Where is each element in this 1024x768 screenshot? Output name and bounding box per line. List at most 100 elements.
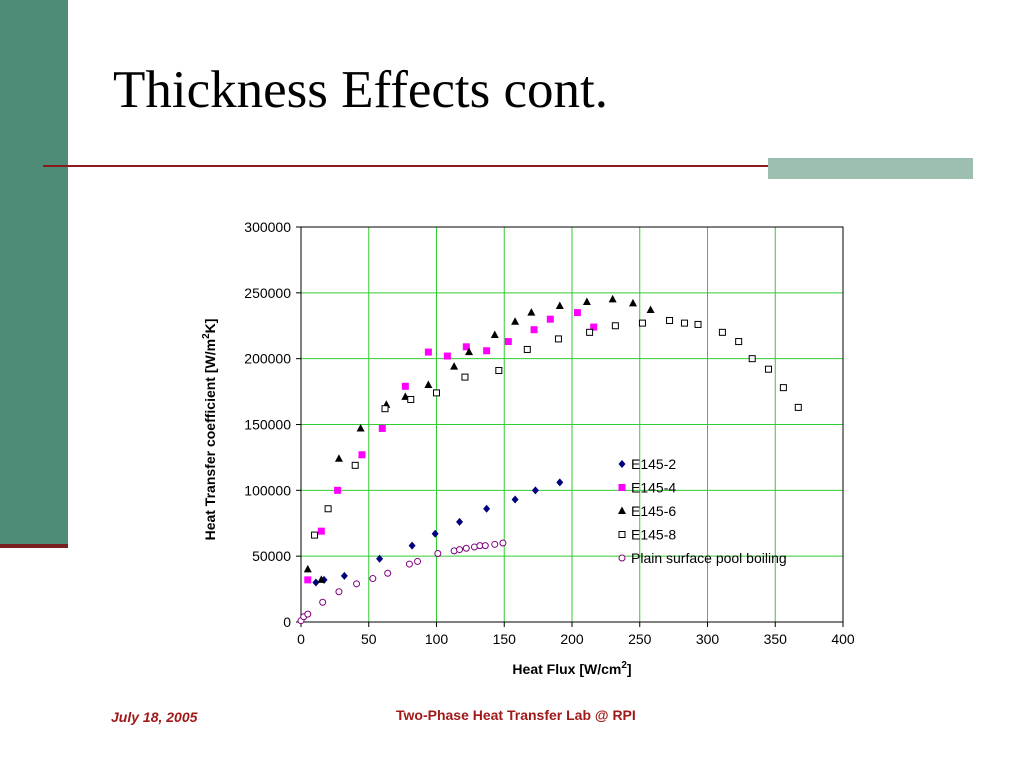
axis-ticks: 0 50 100 150 200 250 300 350 400 0 50000 100000 1500… [244,219,855,647]
y-tick-label: 250000 [244,285,291,301]
data-point [511,495,519,504]
legend-marker [618,506,626,514]
legend-label: E145-8 [631,527,676,543]
data-point [414,557,422,565]
data-point [590,323,598,331]
data-point [353,580,361,588]
series-e145-2 [312,478,564,587]
data-point [304,576,312,584]
data-point [334,486,342,494]
data-point [356,423,365,432]
data-point [523,345,531,353]
data-point [431,529,439,538]
x-tick-label: 0 [297,631,305,647]
data-point [764,365,772,373]
data-point [407,395,415,403]
data-point [490,330,499,338]
x-tick-label: 200 [560,631,584,647]
data-point [586,328,594,336]
x-tick-label: 150 [493,631,517,647]
data-point [556,478,564,487]
x-tick-label: 400 [831,631,855,647]
x-tick-label: 100 [425,631,449,647]
data-point [465,347,474,356]
data-point [491,540,499,548]
data-point [530,326,538,334]
data-point [504,338,512,346]
title-divider [43,165,973,167]
series-e145-8 [311,316,802,539]
data-point [424,380,433,388]
data-point [794,403,802,411]
data-point [401,382,409,390]
data-point [311,531,319,539]
legend-label: Plain surface pool boiling [631,550,787,566]
data-point [461,373,469,381]
legend-marker [618,554,626,562]
y-tick-label: 100000 [244,482,291,498]
data-point [779,384,787,392]
data-point [499,539,507,547]
legend-label: E145-2 [631,456,676,472]
data-point [462,544,470,552]
x-axis-label: Heat Flux [W/cm2] [512,660,631,677]
data-point [376,554,384,563]
data-point [735,338,743,346]
data-point [405,560,413,568]
data-point [408,541,416,550]
footer-lab-name: Two-Phase Heat Transfer Lab @ RPI [396,707,636,723]
data-point [358,451,366,459]
sidebar-band [0,0,68,548]
legend-marker [618,531,626,538]
data-point [573,309,581,317]
data-point [378,424,386,432]
data-point [456,546,464,554]
data-point [424,348,432,356]
data-point [554,335,562,343]
data-point [317,527,325,535]
y-tick-label: 0 [283,614,291,630]
slide-title: Thickness Effects cont. [113,61,609,119]
data-point [319,598,327,606]
data-point [638,319,646,327]
legend-label: E145-4 [631,480,676,496]
title-accent-box [768,158,973,179]
y-tick-label: 200000 [244,351,291,367]
data-point [450,362,459,370]
data-point [334,454,343,462]
data-point [303,564,312,573]
data-point [628,298,637,307]
data-point [608,294,617,303]
data-point [369,575,377,583]
series-e145-4 [304,309,598,584]
data-point [483,504,491,513]
data-point [351,461,359,469]
data-point [531,486,539,495]
data-point [381,405,389,413]
data-point [611,322,619,330]
data-point [443,352,451,360]
data-point [555,301,564,309]
data-point [666,316,674,324]
y-tick-label: 150000 [244,417,291,433]
legend-label: E145-6 [631,503,676,519]
data-point [546,315,554,323]
x-tick-label: 350 [764,631,788,647]
data-point [340,571,348,580]
chart-legend: E145-2 E145-4 E145-6 E145-8 Plain surface po… [618,456,787,566]
data-point [582,297,591,306]
legend-marker [618,460,626,468]
x-tick-label: 300 [696,631,720,647]
series-plain-surface-pool-boiling [297,539,507,625]
data-point [680,319,688,327]
data-point [434,550,442,558]
data-point [495,367,503,375]
data-point [527,308,536,316]
data-point [317,575,326,583]
data-point [456,517,464,526]
data-point [511,317,520,325]
y-tick-label: 300000 [244,219,291,235]
data-point [748,355,756,363]
y-axis-label: Heat Transfer coefficient [W/m2K] [201,319,218,541]
